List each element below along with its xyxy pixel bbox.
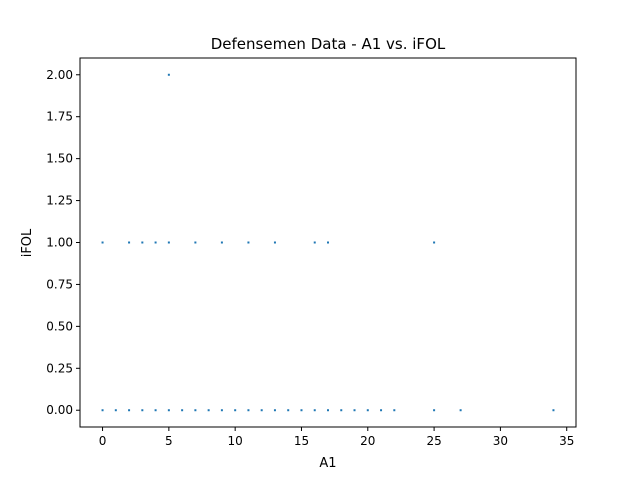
data-point (327, 409, 329, 412)
data-point (366, 409, 369, 412)
y-tick-label: 0.25 (46, 361, 73, 375)
x-axis: 0 5 10 15 20 25 30 35 (99, 427, 574, 448)
data-point (433, 409, 436, 412)
data-point (101, 241, 104, 244)
data-point (433, 241, 436, 244)
data-point (300, 409, 303, 412)
data-point (141, 241, 144, 244)
y-tick-label: 0.00 (46, 403, 73, 417)
data-point (327, 241, 329, 244)
y-axis-label: iFOL (20, 228, 35, 257)
data-point (154, 241, 157, 244)
chart-title: Defensemen Data - A1 vs. iFOL (211, 35, 446, 53)
points-layer (101, 73, 555, 412)
data-point (552, 409, 555, 412)
y-tick-label: 0.50 (46, 319, 73, 333)
y-tick-label: 1.50 (46, 152, 73, 166)
data-point (313, 241, 316, 244)
x-tick-label: 15 (294, 434, 309, 448)
data-point (128, 241, 131, 244)
data-point (234, 409, 237, 412)
x-axis-label: A1 (319, 456, 336, 471)
y-tick-label: 1.75 (46, 110, 73, 124)
data-point (247, 409, 250, 412)
x-tick-label: 5 (165, 434, 173, 448)
data-point (353, 409, 356, 412)
x-tick-label: 10 (228, 434, 243, 448)
data-point (181, 409, 184, 412)
data-point (220, 241, 223, 244)
x-tick-label: 25 (426, 434, 441, 448)
data-point (313, 409, 316, 412)
data-point (167, 409, 170, 412)
x-tick-label: 30 (493, 434, 508, 448)
y-tick-label: 0.75 (46, 277, 73, 291)
data-point (220, 409, 223, 412)
data-point (154, 409, 157, 412)
data-point (128, 409, 131, 412)
y-tick-label: 1.25 (46, 194, 73, 208)
x-tick-label: 35 (559, 434, 574, 448)
data-point (141, 409, 144, 412)
data-point (114, 409, 117, 412)
x-tick-label: 20 (360, 434, 375, 448)
y-tick-label: 1.00 (46, 236, 73, 250)
y-tick-label: 2.00 (46, 68, 73, 82)
data-point (273, 409, 276, 412)
data-point (207, 409, 210, 412)
data-point (380, 409, 383, 412)
data-point (287, 409, 290, 412)
data-point (247, 241, 250, 244)
data-point (340, 409, 343, 412)
data-point (167, 241, 170, 244)
x-tick-label: 0 (99, 434, 107, 448)
data-point (194, 409, 197, 412)
data-point (273, 241, 276, 244)
y-axis: 0.00 0.25 0.50 0.75 1.00 1.25 1.50 1.75 2.00 (46, 68, 80, 417)
data-point (167, 73, 170, 76)
data-point (194, 241, 197, 244)
data-point (459, 409, 462, 412)
data-point (101, 409, 104, 412)
data-point (393, 409, 396, 412)
data-point (260, 409, 263, 412)
